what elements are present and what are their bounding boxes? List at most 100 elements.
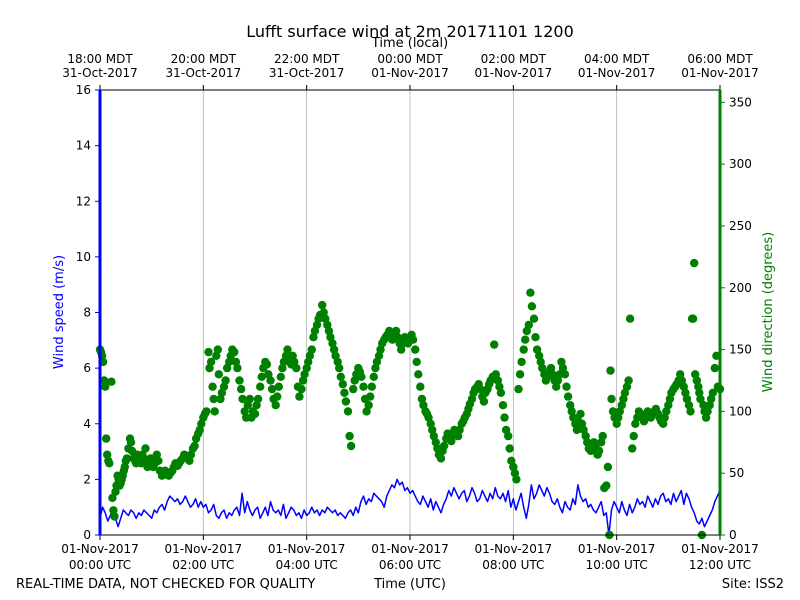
wind-direction-point: [250, 409, 260, 419]
wind-direction-point: [366, 392, 375, 401]
bottom-tick-time: 06:00 UTC: [379, 558, 441, 572]
wind-direction-point: [625, 314, 635, 323]
wind-direction-point: [105, 459, 114, 468]
wind-direction-point: [110, 512, 119, 521]
top-tick-time: 02:00 MDT: [481, 52, 547, 66]
wind-direction-point: [318, 300, 327, 310]
top-tick-date: 31-Oct-2017: [269, 66, 345, 80]
wind-direction-point: [343, 407, 353, 416]
wind-direction-point: [500, 413, 509, 422]
wind-direction-point: [527, 302, 537, 311]
wind-direction-point: [531, 333, 540, 342]
wind-direction-point: [101, 382, 110, 391]
top-tick-date: 01-Nov-2017: [681, 66, 759, 80]
wind-direction-point: [273, 392, 282, 401]
right-tick-label: 150: [729, 343, 752, 357]
left-tick-label: 0: [83, 528, 91, 542]
quality-disclaimer: REAL-TIME DATA, NOT CHECKED FOR QUALITY: [16, 577, 315, 592]
wind-direction-point: [283, 345, 292, 354]
top-tick-date: 01-Nov-2017: [371, 66, 449, 80]
bottom-tick-date: 01-Nov-2017: [165, 542, 243, 556]
wind-direction-point: [686, 407, 695, 416]
wind-direction-point: [490, 340, 499, 349]
bottom-tick-time: 00:00 UTC: [69, 558, 131, 572]
wind-direction-point: [335, 363, 344, 373]
left-tick-label: 12: [76, 194, 91, 208]
wind-direction-point: [307, 345, 316, 354]
right-axis-ticks: 0 50 100 150 200 250 300 350: [720, 95, 752, 542]
wind-direction-point: [359, 382, 368, 391]
wind-direction-point: [598, 431, 607, 441]
wind-direction-point: [120, 462, 129, 472]
wind-direction-point: [266, 376, 275, 385]
wind-direction-point: [708, 388, 717, 397]
wind-direction-point: [603, 462, 613, 472]
wind-direction-point: [512, 475, 521, 484]
wind-direction-point: [99, 376, 109, 385]
wind-direction-point: [624, 376, 633, 385]
wind-direction-point: [245, 394, 254, 404]
wind-direction-point: [257, 372, 266, 381]
bottom-tick-time: 10:00 UTC: [586, 558, 648, 572]
wind-direction-point: [628, 444, 637, 453]
wind-direction-point: [102, 434, 111, 443]
wind-direction-point: [292, 363, 301, 373]
top-tick-date: 01-Nov-2017: [578, 66, 656, 80]
wind-direction-point: [411, 345, 420, 354]
right-tick-label: 50: [729, 466, 744, 480]
top-axis-title: Time (local): [371, 36, 448, 51]
wind-direction-point: [221, 376, 230, 385]
bottom-tick-date: 01-Nov-2017: [268, 542, 346, 556]
right-tick-label: 0: [729, 528, 737, 542]
wind-direction-point: [206, 357, 216, 367]
wind-direction-point: [572, 425, 582, 435]
top-tick-date: 01-Nov-2017: [475, 66, 553, 80]
wind-direction-point: [202, 407, 211, 416]
site-label: Site: ISS2: [722, 577, 784, 592]
right-tick-label: 250: [729, 219, 752, 233]
right-tick-label: 350: [729, 95, 752, 109]
wind-direction-point: [515, 370, 525, 379]
wind-direction-point: [210, 407, 219, 416]
wind-direction-point: [271, 401, 280, 410]
wind-direction-point: [208, 382, 217, 391]
wind-direction-point: [346, 441, 356, 451]
wind-direction-point: [606, 366, 615, 375]
wind-direction-point: [594, 446, 604, 456]
wind-direction-point: [338, 380, 347, 389]
top-tick-time: 04:00 MDT: [584, 52, 650, 66]
wind-direction-point: [369, 372, 378, 381]
wind-direction-point: [607, 394, 616, 404]
top-tick-date: 31-Oct-2017: [166, 66, 242, 80]
wind-direction-point: [213, 345, 222, 354]
bottom-tick-date: 01-Nov-2017: [578, 542, 656, 556]
chart-title: Lufft surface wind at 2m 20171101 1200: [246, 22, 574, 41]
left-axis-ticks: 0 2 4 6 8 10 12 14 16: [76, 83, 100, 542]
left-tick-label: 6: [83, 361, 91, 375]
left-tick-label: 16: [76, 83, 91, 97]
wind-direction-point: [141, 444, 150, 453]
wind-direction-point: [236, 384, 246, 394]
left-axis-label: Wind speed (m/s): [52, 255, 67, 369]
wind-direction-point: [253, 394, 263, 404]
right-tick-label: 100: [729, 404, 752, 418]
wind-direction-point: [214, 370, 223, 379]
wind-direction-point: [521, 335, 530, 344]
right-axis-label: Wind direction (degrees): [761, 232, 776, 392]
right-tick-label: 300: [729, 157, 752, 171]
wind-direction-point: [345, 431, 354, 441]
wind-direction-point: [122, 454, 132, 463]
wind-direction-point: [688, 314, 698, 323]
wind-direction-point: [414, 370, 423, 379]
wind-direction-point: [629, 431, 638, 441]
wind-direction-point: [230, 347, 239, 357]
wind-direction-point: [602, 481, 611, 490]
wind-direction-point: [439, 441, 449, 451]
wind-direction-point: [341, 397, 351, 406]
wind-direction-point: [504, 431, 513, 441]
grid-lines: [202, 90, 618, 535]
bottom-axis-ticks: 01-Nov-2017 00:00 UTC 01-Nov-2017 02:00 UTC…: [61, 535, 759, 572]
wind-direction-point: [297, 384, 306, 394]
wind-direction-point: [560, 370, 570, 379]
